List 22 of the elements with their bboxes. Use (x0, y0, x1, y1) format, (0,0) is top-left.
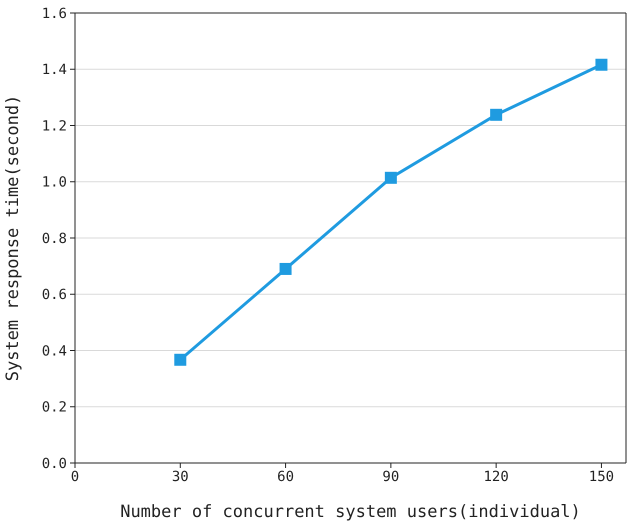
x-axis-title: Number of concurrent system users(individual) (120, 502, 581, 522)
y-tick-label: 0.6 (42, 287, 67, 304)
point (280, 262, 292, 275)
x-tick-label: 90 (382, 468, 400, 485)
y-tick-label: 1.0 (42, 174, 67, 191)
point (174, 354, 186, 366)
y-tick-label: 1.2 (42, 118, 67, 134)
y-tick-label: 0.4 (42, 343, 67, 360)
x-tick-label: 120 (484, 468, 509, 485)
x-tick-label: 30 (172, 468, 189, 485)
point (490, 108, 502, 121)
y-tick-label: 0.2 (42, 400, 67, 416)
point (595, 58, 608, 71)
y-tick-label: 1.6 (42, 6, 67, 22)
y-tick-label: 0.0 (42, 456, 67, 472)
y-tick-label: 0.8 (42, 230, 67, 247)
x-tick-label: 60 (277, 468, 294, 485)
x-tick-label: 150 (588, 468, 614, 485)
y-axis-title: System response time(second) (3, 94, 24, 382)
point (384, 172, 397, 184)
y-tick-label: 1.4 (42, 62, 67, 78)
x-tick-label: 0 (70, 468, 80, 485)
